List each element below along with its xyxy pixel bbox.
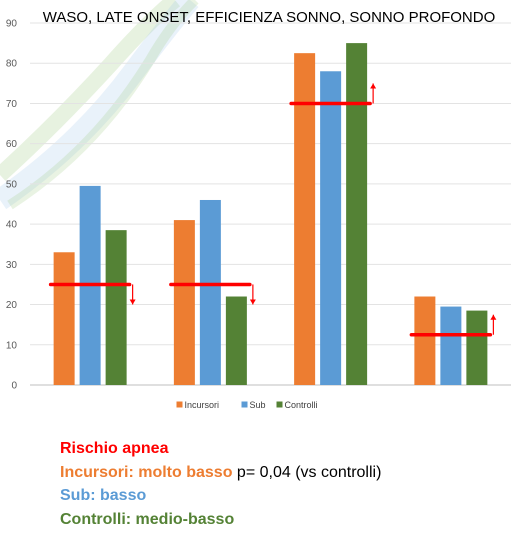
p-value-text: p= 0,04 (vs controlli) [232, 463, 382, 481]
risk-heading: Rischio apnea [60, 440, 169, 457]
legend-label: Incursori [185, 400, 220, 410]
legend-label: Controlli [285, 400, 318, 410]
bar-incursori [173, 220, 195, 385]
legend-item-controlli: Controlli [276, 400, 318, 410]
y-tick-label: 60 [6, 139, 18, 150]
sub-risk-label: Sub: basso [60, 487, 147, 504]
legend: Incursori Sub Controlli [176, 400, 318, 410]
bars [53, 43, 488, 386]
bar-controlli [346, 43, 368, 385]
bar-sub [440, 306, 462, 385]
bar-controlli [105, 230, 127, 385]
legend-swatch [241, 401, 248, 408]
arrow-down-icon [129, 284, 136, 305]
y-tick-label: 10 [6, 340, 18, 351]
bar-incursori [53, 252, 75, 385]
legend-item-incursori: Incursori [176, 400, 220, 410]
legend-item-sub: Sub [241, 400, 266, 410]
bar-sub [199, 199, 221, 385]
bar-controlli [225, 296, 247, 385]
arrow-up-icon [370, 83, 377, 104]
y-tick-label: 50 [6, 179, 18, 190]
y-tick-label: 80 [6, 59, 18, 70]
bar-sub [320, 71, 342, 386]
chart-title: WASO, LATE ONSET, EFFICIENZA SONNO, SONN… [43, 9, 496, 26]
y-tick-label: 20 [6, 300, 18, 311]
legend-label: Sub [250, 400, 266, 410]
bar-controlli [466, 310, 488, 385]
bar-incursori [294, 53, 316, 386]
bar-incursori [414, 296, 436, 385]
y-tick-label: 30 [6, 260, 18, 271]
arrow-up-icon [490, 314, 497, 335]
notes-panel: Rischio apnea Incursori: molto basso p= … [60, 437, 381, 531]
y-tick-label: 40 [6, 220, 18, 231]
controlli-risk-label: Controlli: medio-basso [60, 510, 235, 528]
y-tick-label: 90 [6, 19, 18, 30]
y-tick-label: 70 [6, 99, 18, 110]
risk-reference-lines [48, 83, 497, 337]
legend-swatch [276, 401, 283, 408]
decorative-swoosh [0, 0, 199, 210]
y-tick-label: 0 [11, 381, 17, 392]
incursori-risk-label: Incursori: molto basso [60, 463, 233, 481]
incursori-note: Incursori: molto basso p= 0,04 (vs contr… [60, 461, 381, 485]
arrow-down-icon [249, 284, 256, 305]
legend-swatch [176, 401, 183, 408]
